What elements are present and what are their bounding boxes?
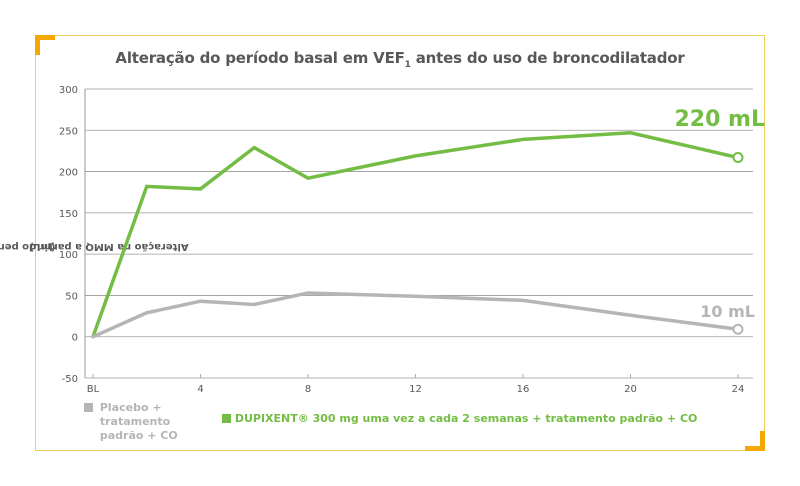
legend-placebo: Placebo + tratamento padrão + CO [84, 401, 178, 443]
x-tick-label: BL [87, 384, 100, 395]
legend-placebo-line-3: padrão + CO [99, 429, 178, 442]
legend-dupixent-swatch [222, 414, 231, 423]
x-tick-label: 12 [409, 384, 422, 395]
legend-dupixent: DUPIXENT® 300 mg uma vez a cada 2 semana… [222, 412, 697, 425]
series-end-label-placebo: 10 mL [700, 302, 755, 321]
y-tick-label: 300 [59, 85, 78, 96]
corner-accent-bottom-right [745, 446, 765, 451]
x-tick-label: 24 [732, 384, 745, 395]
legend-dupixent-label: DUPIXENT® 300 mg uma vez a cada 2 semana… [234, 412, 698, 425]
series-end-label-dupixent: 220 mL [674, 107, 765, 132]
x-tick-label: 4 [197, 384, 203, 395]
y-tick-label: 50 [65, 291, 78, 302]
series-line-dupixent [91, 131, 740, 339]
y-tick-label: 150 [59, 209, 78, 220]
series-end-marker-dupixent [732, 152, 744, 164]
series-end-marker-placebo [732, 323, 744, 335]
chart-title: Alteração do período basal em VEF1 antes… [115, 49, 685, 70]
x-tick-label: 20 [624, 384, 637, 395]
series-line-placebo [91, 291, 740, 339]
legend-placebo-line-1: Placebo + [99, 401, 162, 414]
corner-accent-top-left-v [35, 35, 40, 55]
y-tick-label: 250 [59, 126, 78, 137]
corner-accent-top-left [35, 35, 55, 40]
legend-placebo-swatch [84, 403, 93, 412]
corner-accent-bottom-right-v [760, 431, 765, 451]
y-tick-label: 0 [72, 333, 78, 344]
chart-frame [35, 35, 765, 451]
x-tick-label: 16 [517, 384, 530, 395]
x-tick-label: 8 [305, 384, 311, 395]
y-tick-label: 100 [59, 250, 78, 261]
y-tick-label: -50 [62, 374, 78, 385]
legend-placebo-line-2: tratamento [99, 415, 171, 428]
y-tick-label: 200 [59, 168, 78, 179]
